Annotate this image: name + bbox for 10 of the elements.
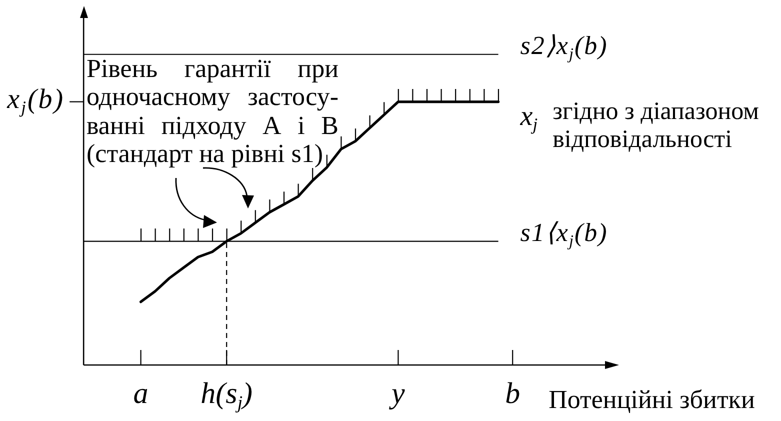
x-tick-label: h(s$_{j}$)	[200, 377, 253, 414]
text: x$_{j}$(b)	[6, 84, 65, 117]
annotation: Рівень гарантії при одночасному застосу- ванні підходу А і В (стандарт на рівні s1)	[86, 54, 338, 169]
ref-line-label: s2⟩x$_{j}$(b)	[520, 31, 608, 64]
x-tick-label: y	[392, 377, 405, 412]
x-tick-label: a	[133, 377, 148, 412]
x-tick-label: b	[505, 377, 520, 412]
ref-line-label: s1⟨x$_{j}$(b)	[520, 218, 608, 250]
legend-label: x$_{j}$ згідно з діапазоном відповідальності	[520, 98, 760, 155]
x-axis-title: Потенційні збитки	[548, 385, 755, 415]
